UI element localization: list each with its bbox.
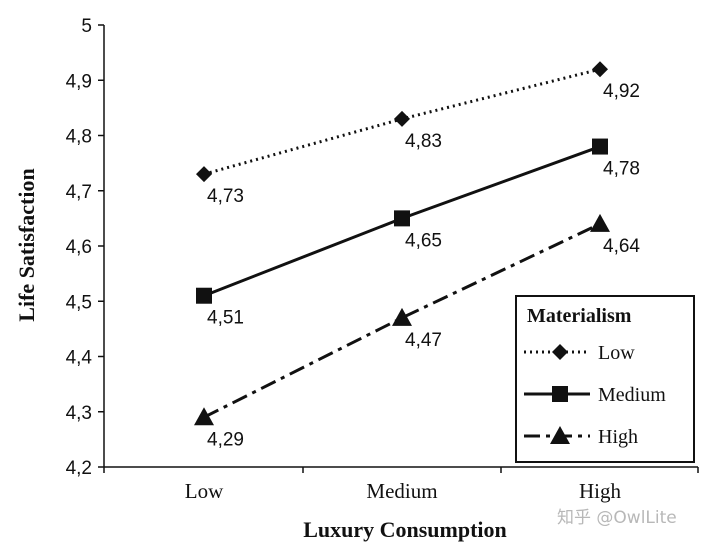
legend-title: Materialism [527,305,632,327]
y-tick-label: 4,2 [66,458,92,479]
data-label: 4,92 [603,81,640,102]
legend-marker [552,344,568,360]
legend-label: High [598,426,638,448]
y-tick-label: 4,9 [66,71,92,92]
series-high [194,213,610,426]
y-tick-label: 4,3 [66,403,92,424]
y-tick-label: 4,6 [66,237,92,258]
y-tick-label: 4,4 [66,348,93,369]
data-point [590,213,610,232]
series-medium [196,138,608,304]
data-label: 4,73 [207,186,244,207]
y-axis-title: Life Satisfaction [14,168,39,321]
data-point [194,407,214,426]
data-label: 4,65 [405,230,442,251]
data-label: 4,29 [207,429,244,450]
data-label: 4,83 [405,131,442,152]
data-point [196,166,212,183]
data-label: 4,78 [603,159,640,180]
data-label: 4,51 [207,308,244,329]
y-tick-label: 4,8 [66,127,92,148]
data-point [394,110,410,127]
legend-marker [552,386,568,402]
legend-label: Low [598,342,635,364]
series-low [196,61,608,183]
data-point [394,210,410,227]
legend-entry-medium: Medium [524,384,666,406]
data-point [592,138,608,155]
y-tick-label: 5 [81,16,92,37]
legend-entry-high: High [524,426,638,448]
legend-box [515,295,695,463]
data-point [196,287,212,304]
legend-marker [550,426,570,444]
legend-label: Medium [598,384,666,406]
series-line [203,222,601,419]
x-tick-label: High [579,479,622,503]
data-labels: 4,73 4,83 4,92 4,51 4,65 4,78 4,29 4,47 4,64 [207,81,640,450]
x-axis-title: Luxury Consumption [303,517,507,542]
series-layer [194,61,610,426]
data-label: 4,64 [603,236,640,257]
data-point [392,307,412,326]
legend-entry-low: Low [524,342,635,364]
data-point [592,61,608,78]
legend: Materialism Low Medium High [515,295,695,463]
x-tick-label: Medium [366,479,437,503]
x-tick-label: Low [185,479,224,503]
y-tick-label: 4,7 [66,182,92,203]
data-label: 4,47 [405,330,442,351]
y-tick-label: 4,5 [66,292,92,313]
watermark: 知乎 @OwlLite [557,508,677,528]
axes: 4,2 4,3 4,4 4,5 4,6 4,7 4,8 4,9 5 Low Medium High [66,16,699,503]
